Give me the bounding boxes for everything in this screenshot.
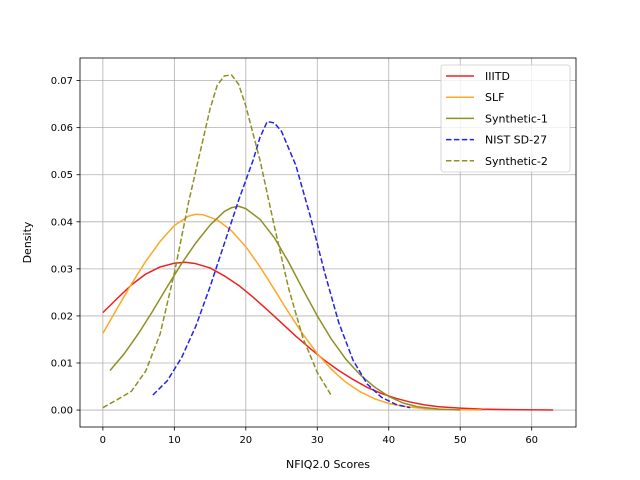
legend: IIITD SLF Synthetic-1 NIST SD-27 Synthetic-2: [440, 64, 571, 173]
ticks: 0 10 20 30 40 50 60 0.00 0.01 0.02 0.03 0.04 0.05 0.0…: [51, 76, 538, 446]
plot-frame: [79, 57, 577, 428]
series-line-synthetic-1: [109, 205, 461, 411]
legend-label: Synthetic-1: [485, 112, 548, 125]
series-line-slf: [102, 213, 482, 411]
x-tick-label: 60: [525, 435, 538, 446]
y-tick-label: 0.00: [51, 406, 73, 417]
series-line-nist-sd-27: [152, 120, 411, 409]
legend-label: IIITD: [485, 70, 510, 83]
series-line-synthetic-2: [102, 74, 333, 409]
legend-label: NIST SD-27: [485, 134, 547, 147]
y-tick-label: 0.05: [51, 170, 73, 181]
x-tick-label: 10: [168, 435, 181, 446]
grid: [80, 58, 576, 427]
y-tick-label: 0.07: [51, 76, 73, 87]
y-tick-label: 0.01: [51, 358, 73, 369]
y-tick-label: 0.03: [51, 264, 73, 275]
legend-label: Synthetic-2: [485, 155, 548, 168]
x-tick-label: 30: [311, 435, 324, 446]
y-axis-label: Density: [21, 221, 34, 263]
x-tick-label: 40: [382, 435, 395, 446]
legend-box: [440, 64, 571, 173]
x-tick-label: 50: [454, 435, 467, 446]
legend-label: SLF: [485, 91, 504, 104]
series-line-iiitd: [102, 261, 554, 411]
series-layer: [102, 74, 554, 411]
y-tick-label: 0.04: [51, 217, 73, 228]
y-tick-label: 0.06: [51, 123, 73, 134]
x-axis-label: NFIQ2.0 Scores: [286, 458, 370, 471]
x-tick-label: 0: [100, 435, 106, 446]
x-tick-label: 20: [239, 435, 252, 446]
y-tick-label: 0.02: [51, 311, 73, 322]
